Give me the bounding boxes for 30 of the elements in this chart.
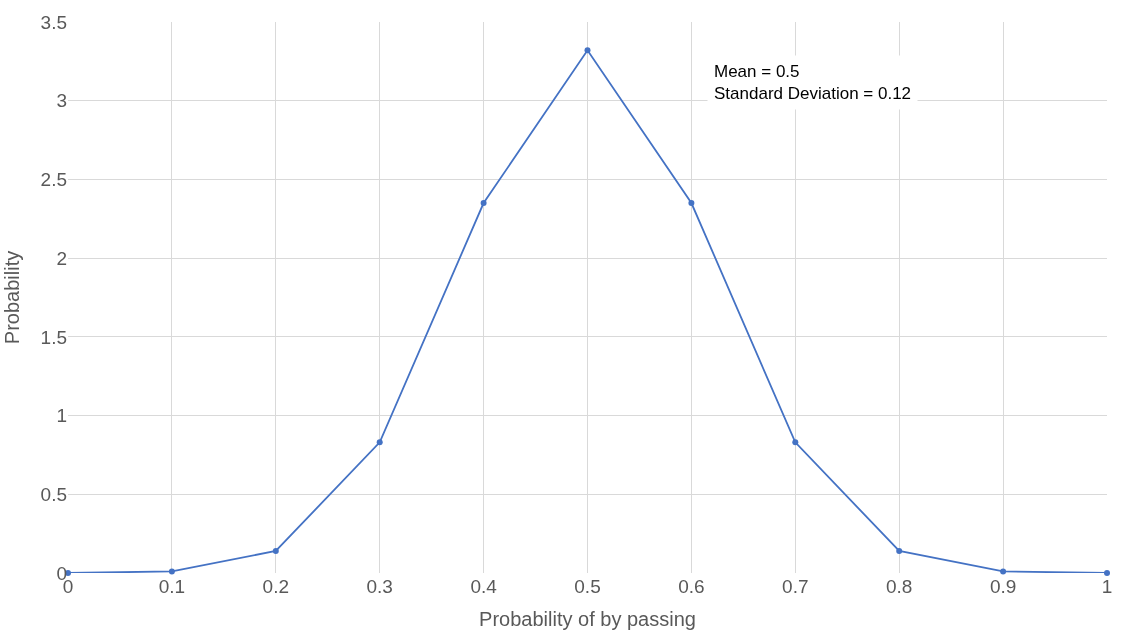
y-tick-label: 1: [56, 405, 67, 427]
x-tick-label: 0.2: [262, 576, 290, 597]
y-tick-label: 3: [56, 90, 67, 112]
x-tick-label: 1: [1101, 576, 1113, 597]
x-axis-title: Probability of by passing: [479, 607, 696, 630]
y-tick-label: 2.5: [40, 169, 67, 191]
point: [584, 47, 591, 54]
point: [480, 200, 487, 207]
y-axis-title: Probability: [1, 250, 24, 345]
x-tick-label: 0.4: [470, 576, 498, 597]
point: [1104, 570, 1110, 576]
y-tick-label: 2: [56, 247, 67, 269]
y-tick-label: 3.5: [40, 11, 67, 33]
y-tick-label: 1.5: [40, 326, 67, 348]
point: [688, 200, 695, 207]
x-tick-label: 0.3: [366, 576, 393, 597]
x-tick-label: 0.5: [574, 576, 601, 597]
x-tick-label: 0.1: [158, 576, 186, 597]
x-tick-label: 0.7: [782, 576, 809, 597]
x-tick-label: 0.9: [989, 576, 1017, 597]
annotation: Mean = 0.5 Standard Deviation = 0.12: [714, 62, 912, 104]
point: [376, 439, 383, 446]
x-tick-label: 0.8: [885, 576, 913, 597]
x-tick-label: 0.6: [678, 576, 705, 597]
point: [272, 547, 279, 554]
point: [792, 439, 799, 446]
point: [1000, 568, 1007, 575]
y-tick-label: 0.5: [40, 483, 67, 505]
point: [168, 568, 175, 575]
point: [896, 547, 903, 554]
